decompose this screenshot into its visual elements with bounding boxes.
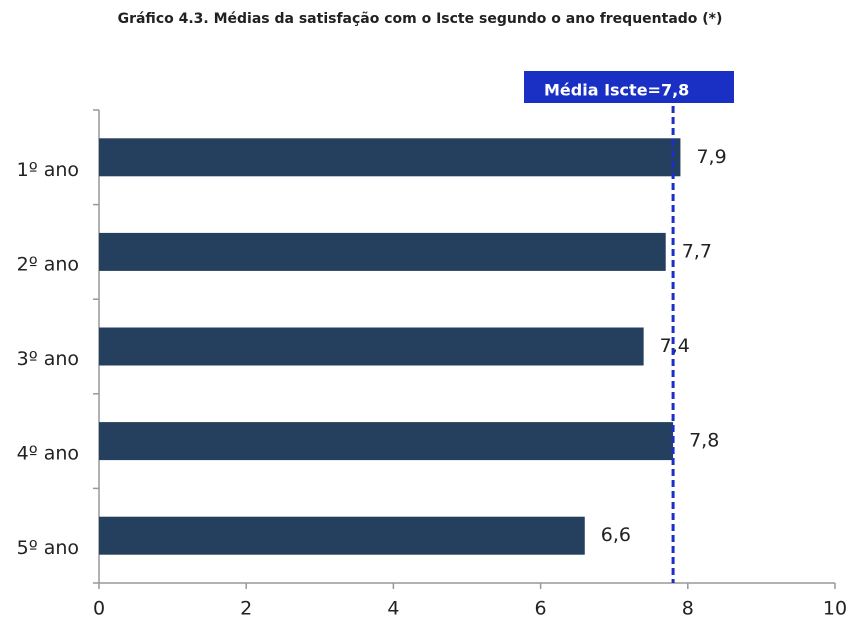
bar [99, 422, 674, 461]
bar [99, 516, 585, 555]
chart-title: Gráfico 4.3. Médias da satisfação com o … [118, 11, 723, 27]
bar [99, 327, 644, 366]
value-label: 7,7 [682, 240, 712, 262]
value-label: 6,6 [601, 524, 631, 546]
x-tick-label: 6 [535, 598, 547, 620]
value-label: 7,8 [689, 430, 719, 452]
reference-label-box [524, 71, 734, 103]
x-tick-label: 10 [823, 598, 847, 620]
y-tick-label: 4º ano [17, 443, 79, 465]
x-tick-label: 8 [682, 598, 694, 620]
y-tick-label: 3º ano [17, 348, 79, 370]
bar [99, 232, 666, 271]
reference-label: Média Iscte=7,8 [544, 81, 689, 100]
y-tick-label: 1º ano [17, 159, 79, 181]
bar [99, 138, 681, 177]
value-label: 7,9 [696, 146, 726, 168]
x-tick-label: 4 [387, 598, 399, 620]
x-tick-label: 0 [93, 598, 105, 620]
y-tick-label: 5º ano [17, 537, 79, 559]
y-tick-label: 2º ano [17, 253, 79, 275]
value-label: 7,4 [660, 335, 690, 357]
x-tick-label: 2 [240, 598, 252, 620]
